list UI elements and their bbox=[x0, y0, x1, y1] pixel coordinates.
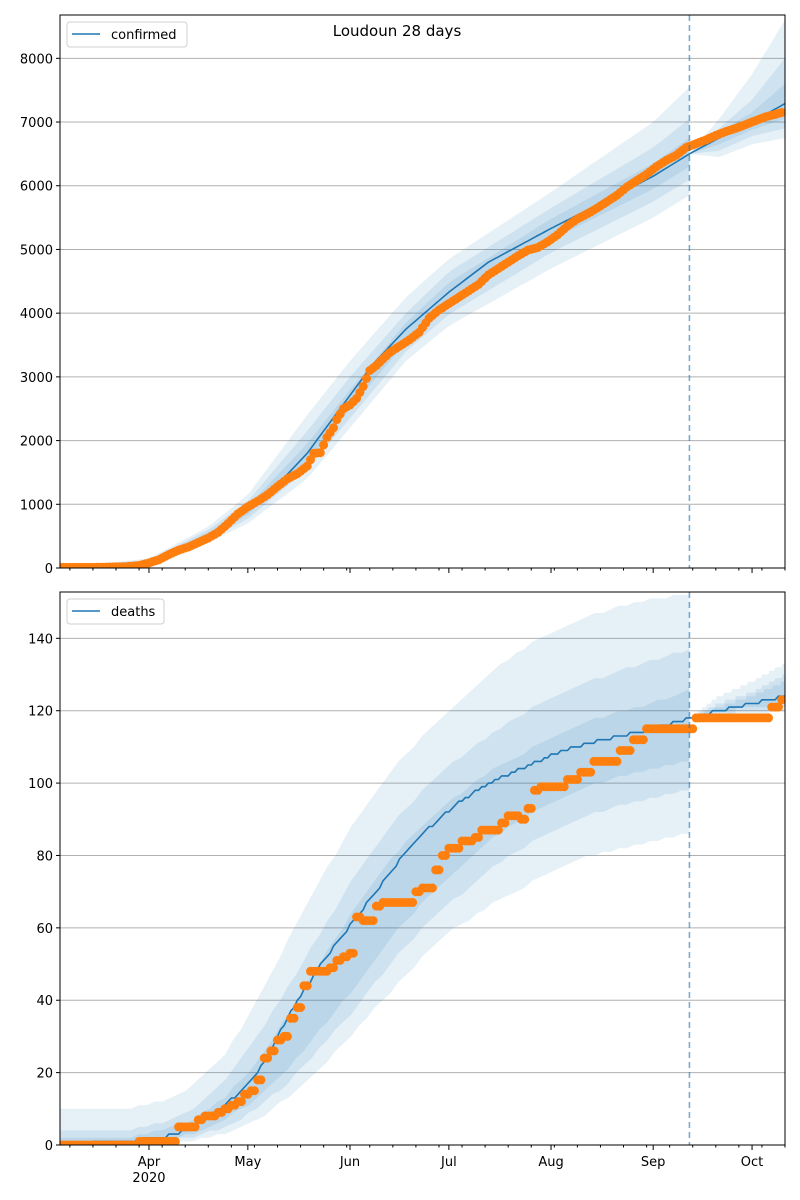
y-tick-label: 100 bbox=[28, 777, 53, 792]
axes-frame bbox=[59, 591, 786, 1146]
y-tick-label: 1000 bbox=[20, 498, 53, 513]
observed-point bbox=[319, 440, 329, 450]
uncertainty-band-outer bbox=[60, 594, 690, 1145]
observed-point bbox=[500, 818, 510, 828]
observed-point bbox=[777, 695, 785, 705]
y-tick-label: 3000 bbox=[20, 371, 53, 386]
x-tick-sublabel: 2020 bbox=[132, 1171, 165, 1186]
observed-point bbox=[358, 381, 368, 391]
observed-point bbox=[329, 423, 338, 433]
x-tick-label: Jul bbox=[440, 1155, 457, 1170]
observed-point bbox=[236, 1097, 246, 1107]
uncertainty-band-outer bbox=[60, 87, 690, 568]
uncertainty-band-middle bbox=[60, 118, 690, 568]
observed-point bbox=[493, 825, 503, 835]
observed-point bbox=[474, 832, 483, 842]
y-tick-label: 140 bbox=[28, 632, 53, 647]
uncertainty-band-inner bbox=[689, 681, 785, 718]
observed-point bbox=[408, 898, 418, 907]
y-tick-label: 2000 bbox=[20, 435, 53, 450]
observed-point bbox=[625, 746, 635, 755]
uncertainty-band-middle bbox=[689, 58, 785, 154]
y-tick-label: 20 bbox=[36, 1067, 53, 1082]
plot-area bbox=[60, 20, 785, 568]
x-tick-label: Oct bbox=[741, 1155, 763, 1170]
uncertainty-band-middle bbox=[60, 649, 690, 1145]
y-tick-label: 60 bbox=[36, 922, 53, 937]
legend: confirmed bbox=[66, 21, 188, 48]
observed-point bbox=[296, 1003, 306, 1012]
legend-box bbox=[66, 21, 188, 48]
x-tick-label: May bbox=[234, 1155, 261, 1170]
observed-point bbox=[282, 1031, 292, 1041]
observed-point bbox=[368, 916, 378, 926]
legend-label: deaths bbox=[111, 605, 156, 620]
observed-point bbox=[612, 756, 622, 766]
observed-point bbox=[315, 448, 325, 458]
y-tick-label: 0 bbox=[45, 1139, 53, 1154]
observed-point bbox=[638, 735, 648, 745]
x-tick-label: Apr bbox=[138, 1155, 161, 1170]
y-tick-label: 5000 bbox=[20, 243, 53, 258]
observed-point bbox=[289, 1013, 299, 1023]
observed-point bbox=[170, 1136, 180, 1145]
observed-point bbox=[572, 775, 582, 784]
uncertainty-band-outer bbox=[689, 663, 785, 718]
observed-point bbox=[454, 843, 464, 853]
y-tick-label: 8000 bbox=[20, 52, 53, 67]
observed-point bbox=[348, 948, 358, 958]
y-tick-label: 40 bbox=[36, 994, 53, 1009]
observed-point bbox=[773, 702, 783, 712]
observed-point bbox=[688, 724, 698, 734]
confirmed-panel: 0 1000 2000 3000 4000 5000 6000 7000 8000 confirm… bbox=[20, 14, 786, 577]
observed-point bbox=[269, 1046, 279, 1056]
observed-point bbox=[263, 1053, 273, 1063]
observed-point bbox=[362, 374, 371, 383]
y-tick-label: 0 bbox=[45, 562, 53, 577]
observed-point bbox=[302, 981, 312, 991]
x-tick-label: Sep bbox=[641, 1155, 666, 1170]
observed-point bbox=[764, 713, 773, 723]
axes-frame bbox=[59, 14, 786, 569]
x-tick-label: Jun bbox=[339, 1155, 360, 1170]
observed-point bbox=[190, 1122, 200, 1132]
y-tick-label: 4000 bbox=[20, 307, 53, 322]
y-tick-label: 6000 bbox=[20, 180, 53, 195]
legend-box bbox=[66, 598, 165, 625]
observed-point bbox=[427, 883, 437, 893]
y-tick-label: 7000 bbox=[20, 116, 53, 131]
y-tick-label: 80 bbox=[36, 849, 53, 864]
plot-area bbox=[60, 594, 785, 1145]
uncertainty-band-middle bbox=[689, 674, 785, 718]
legend: deaths bbox=[66, 598, 165, 625]
observed-point bbox=[434, 865, 444, 875]
observed-point bbox=[256, 1075, 266, 1085]
observed-point bbox=[526, 803, 536, 813]
observed-point bbox=[441, 851, 451, 860]
chart-title: Loudoun 28 days bbox=[333, 22, 462, 40]
legend-label: confirmed bbox=[111, 28, 177, 43]
x-tick-label: Aug bbox=[538, 1155, 563, 1170]
observed-point bbox=[559, 782, 569, 792]
observed-point bbox=[586, 767, 596, 777]
y-tick-label: 120 bbox=[28, 705, 53, 720]
observed-point bbox=[249, 1086, 259, 1096]
observed-point bbox=[777, 108, 785, 117]
observed-point bbox=[520, 814, 530, 824]
observed-point bbox=[329, 963, 338, 973]
